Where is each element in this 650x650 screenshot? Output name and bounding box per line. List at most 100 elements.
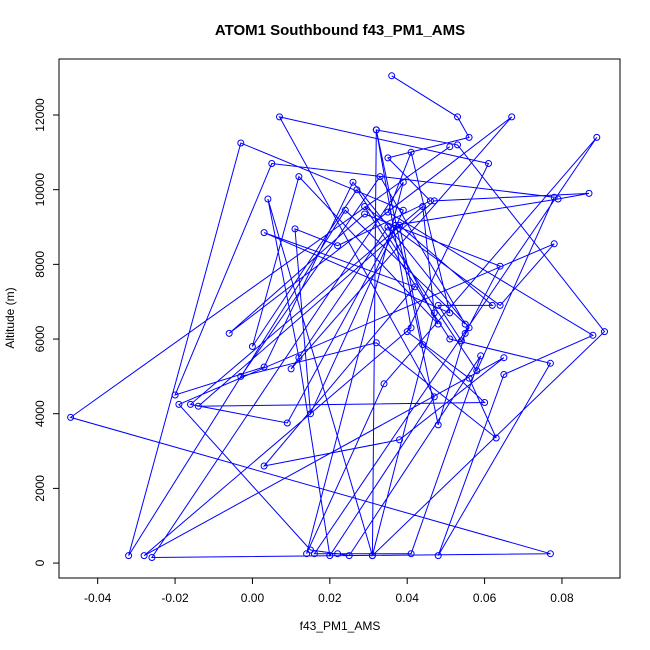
data-point [457, 337, 465, 345]
data-point [550, 240, 558, 248]
data-point [465, 324, 473, 332]
data-point [384, 154, 392, 162]
y-tick-label: 10000 [33, 173, 47, 207]
data-point [334, 550, 342, 558]
data-point [488, 301, 496, 309]
data-point [430, 393, 438, 401]
data-point [407, 148, 415, 156]
data-point [380, 380, 388, 388]
y-tick-label: 6000 [33, 325, 47, 352]
data-point [430, 309, 438, 317]
data-point [295, 173, 303, 181]
y-axis: 0 2000 4000 6000 8000 10000 12000 [33, 98, 60, 566]
data-point [194, 402, 202, 410]
data-point [419, 203, 427, 210]
x-tick-label: 0.00 [241, 591, 265, 605]
data-point [500, 354, 508, 362]
data-point [148, 554, 156, 561]
data-point [407, 550, 415, 558]
data-point [349, 178, 357, 186]
data-point [307, 546, 314, 554]
data-point [276, 113, 283, 121]
data-point [260, 229, 268, 237]
data-point [310, 550, 318, 558]
data-point [589, 331, 597, 339]
data-point [434, 301, 442, 309]
data-point [593, 133, 601, 141]
data-point [388, 72, 396, 80]
data-point [430, 197, 438, 205]
chart-title: ATOM1 Southbound f43_PM1_AMS [215, 22, 465, 39]
data-point [481, 399, 489, 406]
data-point [125, 552, 133, 560]
data-point [434, 552, 442, 560]
data-point [496, 301, 504, 309]
data-point [454, 113, 461, 121]
data-point [500, 371, 508, 378]
data-point [496, 262, 504, 270]
data-point [326, 552, 334, 560]
data-point [307, 410, 314, 418]
data-point [187, 400, 194, 408]
data-point [295, 354, 303, 362]
data-point [461, 320, 469, 328]
data-point [550, 193, 558, 201]
data-point [345, 552, 353, 560]
y-tick-label: 2000 [33, 475, 47, 502]
data-point [465, 133, 473, 141]
data-point [399, 178, 407, 186]
data-point [508, 113, 516, 121]
data-point [396, 221, 403, 229]
data-point [361, 210, 369, 218]
x-tick-label: 0.04 [396, 591, 420, 605]
data-point [384, 208, 392, 216]
data-point [67, 413, 75, 421]
data-point [434, 320, 442, 328]
data-point [260, 363, 268, 371]
data-point [554, 195, 562, 203]
y-tick-label: 8000 [33, 251, 47, 278]
data-point [268, 160, 276, 167]
data-point [473, 367, 481, 375]
data-point [585, 189, 593, 197]
plot-area [67, 72, 608, 561]
data-point [546, 550, 554, 558]
data-point [446, 335, 454, 343]
data-point [403, 328, 411, 336]
data-point [426, 197, 434, 205]
data-point [601, 328, 608, 336]
data-point [372, 126, 380, 134]
data-point [384, 223, 392, 231]
data-point [283, 419, 291, 427]
data-point [465, 374, 473, 382]
data-point [454, 141, 461, 149]
data-point [407, 324, 415, 332]
y-tick-label: 12000 [33, 98, 47, 132]
data-point [372, 339, 380, 347]
data-point [334, 242, 342, 250]
data-point [485, 160, 492, 167]
x-axis: -0.04 -0.02 0.00 0.02 0.04 0.06 0.08 [84, 577, 574, 605]
data-point [396, 436, 403, 444]
data-point [291, 225, 299, 233]
data-point [303, 550, 311, 558]
data-point [171, 391, 179, 399]
data-point [434, 421, 442, 429]
data-point [368, 552, 376, 560]
y-tick-label: 0 [33, 559, 47, 566]
x-axis-label: f43_PM1_AMS [300, 619, 381, 633]
plot-frame [58, 58, 621, 579]
x-tick-label: 0.06 [473, 591, 497, 605]
x-tick-label: 0.02 [318, 591, 342, 605]
data-point [237, 139, 245, 147]
data-point [237, 372, 245, 380]
data-point [175, 400, 183, 408]
data-point [260, 462, 268, 470]
x-tick-label: 0.08 [550, 591, 574, 605]
x-tick-label: -0.04 [84, 591, 112, 605]
data-point [353, 186, 361, 194]
y-tick-label: 4000 [33, 400, 47, 427]
data-point [225, 329, 233, 337]
data-point [477, 352, 485, 360]
